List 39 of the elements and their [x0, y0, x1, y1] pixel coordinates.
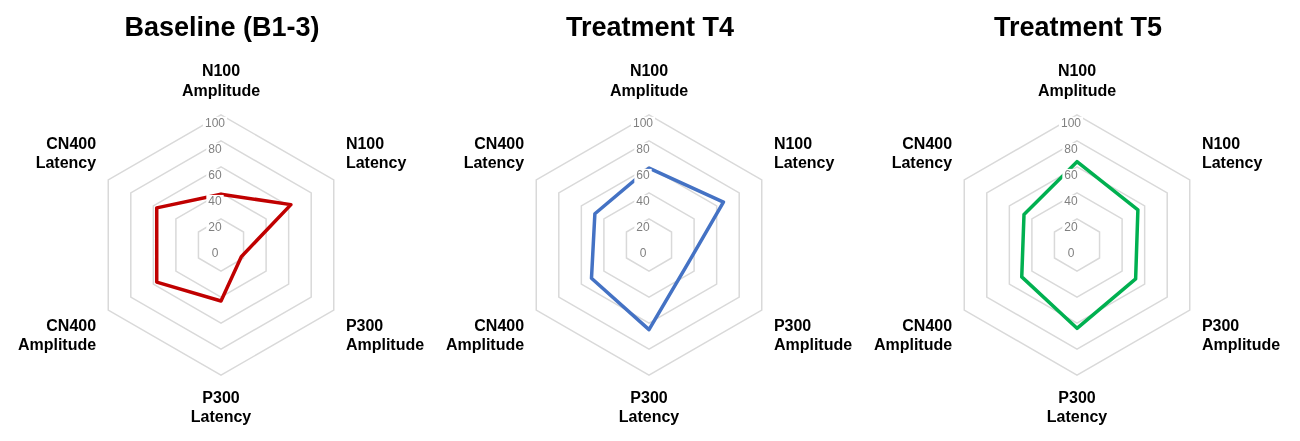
spoke-label: N100 Latency [1201, 134, 1263, 171]
y-tick-label: 100 [632, 116, 654, 131]
y-tick-label: 60 [1064, 168, 1078, 183]
spoke-label: P300 Amplitude [345, 317, 425, 354]
spoke-label: CN400 Latency [891, 134, 953, 171]
spoke-label: P300 Amplitude [1201, 317, 1281, 354]
chart-title: Treatment T5 [993, 11, 1163, 42]
y-tick-label: 80 [636, 142, 650, 157]
y-tick-label: 20 [1064, 220, 1078, 235]
chart-title: Treatment T4 [565, 11, 735, 42]
spoke-label: N100 Amplitude [1037, 62, 1117, 99]
spoke-label: CN400 Amplitude [873, 317, 953, 354]
y-tick-label: 20 [636, 220, 650, 235]
spoke-label: CN400 Latency [463, 134, 525, 171]
chart-title: Baseline (B1-3) [124, 11, 320, 42]
spoke-label: P300 Latency [190, 389, 252, 426]
y-tick-label: 100 [1060, 116, 1082, 131]
y-tick-label: 40 [208, 194, 222, 209]
spoke-label: CN400 Amplitude [17, 317, 97, 354]
y-tick-label: 20 [208, 220, 222, 235]
spoke-label: N100 Amplitude [181, 62, 261, 99]
spoke-label: N100 Amplitude [609, 62, 689, 99]
y-tick-label: 80 [1064, 142, 1078, 157]
spoke-label: P300 Latency [618, 389, 680, 426]
spoke-label: CN400 Amplitude [445, 317, 525, 354]
y-tick-label: 0 [211, 246, 219, 261]
y-tick-label: 0 [639, 246, 647, 261]
spoke-label: N100 Latency [773, 134, 835, 171]
y-tick-label: 80 [208, 142, 222, 157]
y-tick-label: 40 [636, 194, 650, 209]
spoke-label: CN400 Latency [35, 134, 97, 171]
spoke-label: P300 Amplitude [773, 317, 853, 354]
y-tick-label: 100 [204, 116, 226, 131]
spoke-label: P300 Latency [1046, 389, 1108, 426]
y-tick-label: 40 [1064, 194, 1078, 209]
y-tick-label: 60 [636, 168, 650, 183]
y-tick-label: 0 [1067, 246, 1075, 261]
y-tick-label: 60 [208, 168, 222, 183]
spoke-label: N100 Latency [345, 134, 407, 171]
